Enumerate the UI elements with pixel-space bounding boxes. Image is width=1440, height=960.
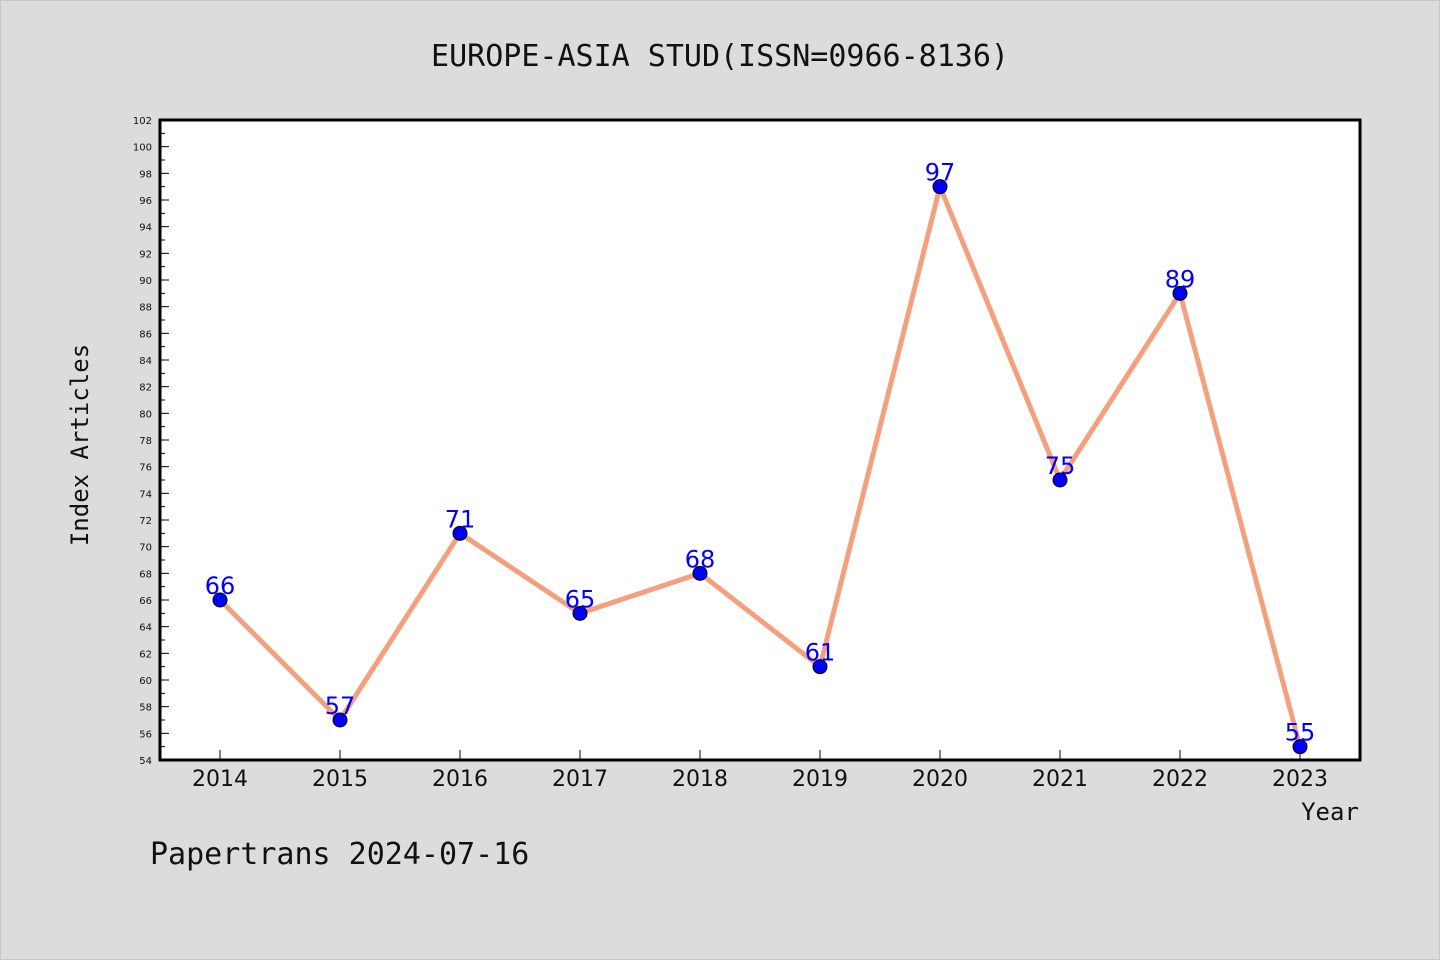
y-tick-label: 88 [139,303,152,314]
y-tick-label: 72 [139,516,152,527]
data-label: 61 [805,639,836,667]
series-group [212,179,1308,755]
x-tick-label: 2017 [552,767,608,792]
y-tick-label: 90 [139,276,152,287]
data-labels: 66 57 71 65 68 61 97 75 89 55 [205,159,1316,747]
y-tick-label: 92 [139,249,152,260]
y-tick-label: 68 [139,569,152,580]
x-tick-label: 2020 [912,767,968,792]
y-tick-label: 58 [139,703,152,714]
y-tick-label: 82 [139,383,152,394]
data-point [1292,739,1308,755]
x-tick-label: 2021 [1032,767,1088,792]
y-tick-label: 56 [139,729,152,740]
data-label: 71 [445,505,476,533]
x-axis: 2014 2015 2016 2017 2018 2019 2020 2021 2022 2023 [192,750,1328,792]
data-point [932,179,948,195]
x-tick-label: 2023 [1272,767,1328,792]
y-tick-label: 80 [139,409,152,420]
y-tick-label: 78 [139,436,152,447]
x-axis-label: Year [1301,798,1359,826]
data-label: 66 [205,572,236,600]
x-tick-label: 2019 [792,767,848,792]
data-point [1052,472,1068,488]
y-tick-label: 62 [139,649,152,660]
y-axis-label: Index Articles [66,344,94,546]
y-tick-label: 64 [139,623,152,634]
data-point [692,565,708,581]
x-tick-label: 2014 [192,767,248,792]
chart-title: EUROPE-ASIA STUD(ISSN=0966-8136) [431,39,1009,74]
x-tick-label: 2018 [672,767,728,792]
y-tick-label: 60 [139,676,152,687]
x-tick-label: 2022 [1152,767,1208,792]
data-label: 57 [325,692,356,720]
y-tick-label: 94 [139,223,152,234]
data-point [1172,285,1188,301]
y-tick-label: 96 [139,196,152,207]
y-tick-label: 70 [139,543,152,554]
plot-area [158,118,1362,762]
series-line [217,184,1303,750]
data-point [452,525,468,541]
data-label: 97 [925,159,956,187]
y-tick-label: 66 [139,596,152,607]
y-tick-label: 84 [139,356,152,367]
data-point [572,605,588,621]
data-label: 68 [685,545,716,573]
data-label: 89 [1165,265,1196,293]
data-point [212,592,228,608]
y-tick-label: 98 [139,169,152,180]
data-label: 55 [1285,719,1316,747]
y-axis: 54 56 58 60 62 64 66 68 70 72 74 76 78 80 82 84 86 88 90 92… [133,116,169,767]
y-tick-label: 86 [139,329,152,340]
data-point [332,712,348,728]
data-point [812,659,828,675]
y-tick-label: 76 [139,463,152,474]
footer-text: Papertrans 2024-07-16 [150,837,529,872]
y-tick-label: 102 [133,116,152,127]
y-tick-label: 100 [133,143,152,154]
data-label: 75 [1045,452,1076,480]
y-tick-label: 74 [139,489,152,500]
y-tick-label: 54 [139,756,152,767]
x-tick-label: 2015 [312,767,368,792]
data-label: 65 [565,585,596,613]
x-tick-label: 2016 [432,767,488,792]
